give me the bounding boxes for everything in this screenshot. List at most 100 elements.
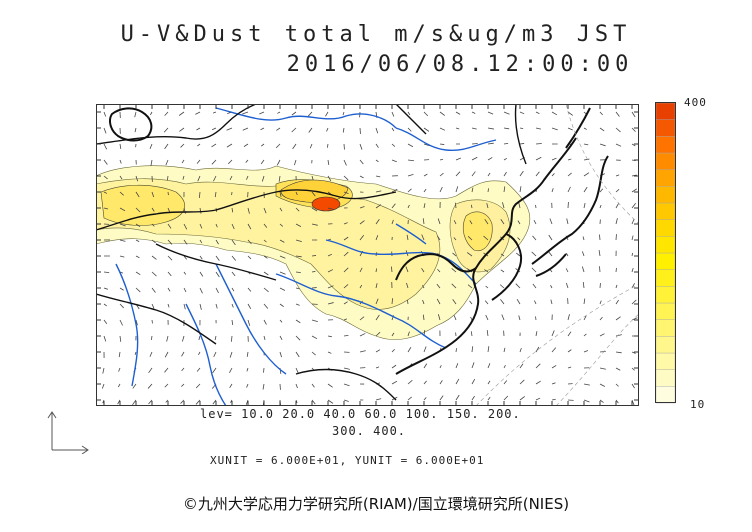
wind-arrow: [343, 236, 349, 241]
wind-arrow: [439, 127, 446, 131]
wind-arrow: [375, 349, 381, 353]
wind-arrow: [487, 396, 491, 401]
wind-arrow: [151, 191, 155, 198]
wind-arrow: [471, 362, 475, 369]
wind-arrow: [343, 383, 350, 387]
wind-arrow: [567, 111, 574, 116]
wind-arrow: [199, 271, 204, 277]
wind-arrow: [531, 251, 537, 257]
wind-arrow: [183, 239, 188, 245]
wind-arrow: [535, 346, 540, 353]
wind-arrow: [516, 299, 521, 305]
wind-arrow: [436, 235, 441, 241]
axis-ticks: [96, 104, 639, 406]
wind-arrow: [277, 111, 281, 114]
wind-arrow: [295, 255, 302, 258]
wind-arrow: [615, 334, 622, 337]
wind-arrow: [103, 207, 109, 210]
wind-arrow: [198, 335, 201, 341]
wind-arrow: [212, 111, 217, 114]
wind-arrow: [471, 143, 478, 145]
wind-arrow: [229, 367, 233, 374]
wind-arrow: [117, 399, 121, 405]
wind-arrow: [166, 335, 169, 342]
wind-arrow: [631, 299, 637, 305]
wind-arrow: [246, 367, 249, 372]
wind-arrow: [135, 223, 141, 228]
wind-arrow: [519, 111, 525, 115]
wind-arrow: [375, 218, 380, 225]
wind-arrow: [327, 351, 332, 354]
wind-arrow: [180, 399, 185, 404]
wind-arrow: [151, 271, 157, 277]
legend-swatch: [655, 252, 676, 270]
wind-arrow: [260, 143, 265, 147]
wind-arrow: [263, 255, 268, 259]
wind-arrow: [551, 127, 558, 131]
wind-arrow: [119, 159, 122, 164]
wind-arrow: [134, 127, 137, 133]
wind-arrow: [196, 127, 201, 131]
wind-arrow: [467, 236, 473, 241]
wind-arrow: [471, 127, 477, 130]
wind-arrow: [263, 271, 269, 276]
wind-arrow: [532, 235, 537, 241]
wind-arrow: [375, 366, 380, 369]
wind-arrow: [407, 331, 410, 337]
wind-arrow: [503, 395, 509, 401]
wind-arrow: [423, 346, 427, 353]
wind-arrow: [103, 111, 107, 117]
wind-arrow: [148, 399, 153, 405]
wind-arrow: [455, 171, 461, 177]
wind-arrow: [407, 159, 415, 162]
wind-arrow: [453, 220, 457, 225]
wind-arrow: [103, 271, 110, 274]
wind-arrow: [359, 350, 366, 353]
wind-arrow: [119, 143, 122, 150]
wind-arrow: [391, 349, 395, 353]
wind-arrow: [135, 319, 138, 326]
wind-arrow: [183, 255, 187, 260]
wind-arrow: [311, 207, 318, 212]
wind-arrow: [231, 271, 236, 277]
wind-arrow: [455, 348, 457, 353]
wind-arrow: [484, 218, 489, 225]
wind-arrow: [519, 379, 525, 385]
wind-arrow: [551, 330, 555, 337]
wind-arrow: [407, 188, 412, 193]
dust-peak: [311, 196, 341, 212]
wind-arrow: [263, 319, 267, 325]
wind-arrow: [631, 267, 634, 273]
wind-arrow: [247, 239, 252, 245]
wind-arrow: [631, 252, 634, 257]
wind-arrow: [470, 331, 473, 337]
wind-arrow: [421, 267, 425, 273]
wind-arrow: [295, 351, 300, 358]
wind-arrow: [214, 335, 217, 341]
wind-arrow: [535, 397, 541, 401]
wind-arrow: [311, 399, 316, 405]
wind-arrow: [615, 316, 621, 321]
wind-arrow: [295, 223, 302, 227]
wind-arrow: [102, 367, 105, 374]
wind-arrow: [503, 365, 506, 369]
wind-arrow: [343, 399, 349, 402]
wind-arrow: [407, 379, 413, 385]
wind-arrow: [548, 234, 553, 241]
contour-levels-line1: lev= 10.0 20.0 40.0 60.0 100. 150. 200.: [200, 407, 521, 421]
wind-arrow: [311, 255, 317, 257]
wind-arrow: [439, 172, 444, 177]
wind-arrow: [311, 351, 316, 356]
wind-arrow: [453, 315, 457, 321]
dust-concentration-map: [96, 104, 639, 406]
wind-arrow: [326, 127, 329, 132]
wind-arrow: [163, 127, 169, 133]
wind-arrow: [359, 333, 366, 337]
wind-arrow: [211, 159, 217, 165]
wind-arrow: [231, 287, 235, 292]
wind-arrow: [279, 191, 282, 197]
wind-arrow: [164, 351, 169, 358]
wind-arrow: [245, 159, 249, 163]
wind-arrow: [231, 223, 235, 230]
wind-arrow: [103, 127, 107, 134]
